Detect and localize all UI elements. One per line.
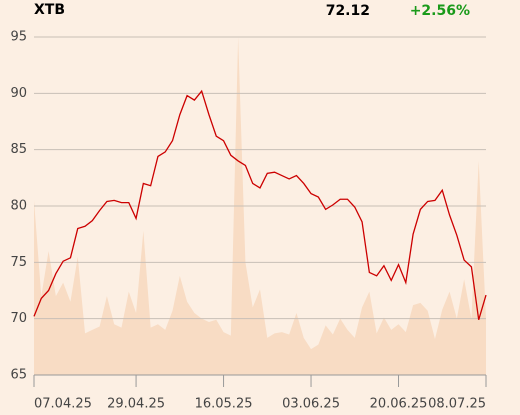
- y-tick-label: 95: [10, 30, 27, 45]
- y-tick-label: 90: [10, 86, 27, 101]
- chart-title: XTB: [34, 2, 65, 18]
- y-tick-label: 65: [10, 368, 27, 383]
- y-tick-label: 70: [10, 311, 27, 326]
- x-tick-label: 20.06.25: [370, 397, 428, 412]
- x-tick-label: 08.07.25: [428, 397, 486, 412]
- price: 72.12: [326, 3, 370, 19]
- x-tick-label: 29.04.25: [107, 397, 165, 412]
- x-tick-label: 07.04.25: [34, 397, 92, 412]
- x-tick-label: 03.06.25: [282, 397, 340, 412]
- y-tick-label: 75: [10, 255, 27, 270]
- price-line: [33, 89, 487, 320]
- y-tick-label: 80: [10, 199, 27, 214]
- x-tick-label: 16.05.25: [195, 397, 253, 412]
- y-tick-label: 85: [10, 142, 27, 157]
- change: +2.56%: [410, 3, 470, 19]
- area: [34, 37, 486, 375]
